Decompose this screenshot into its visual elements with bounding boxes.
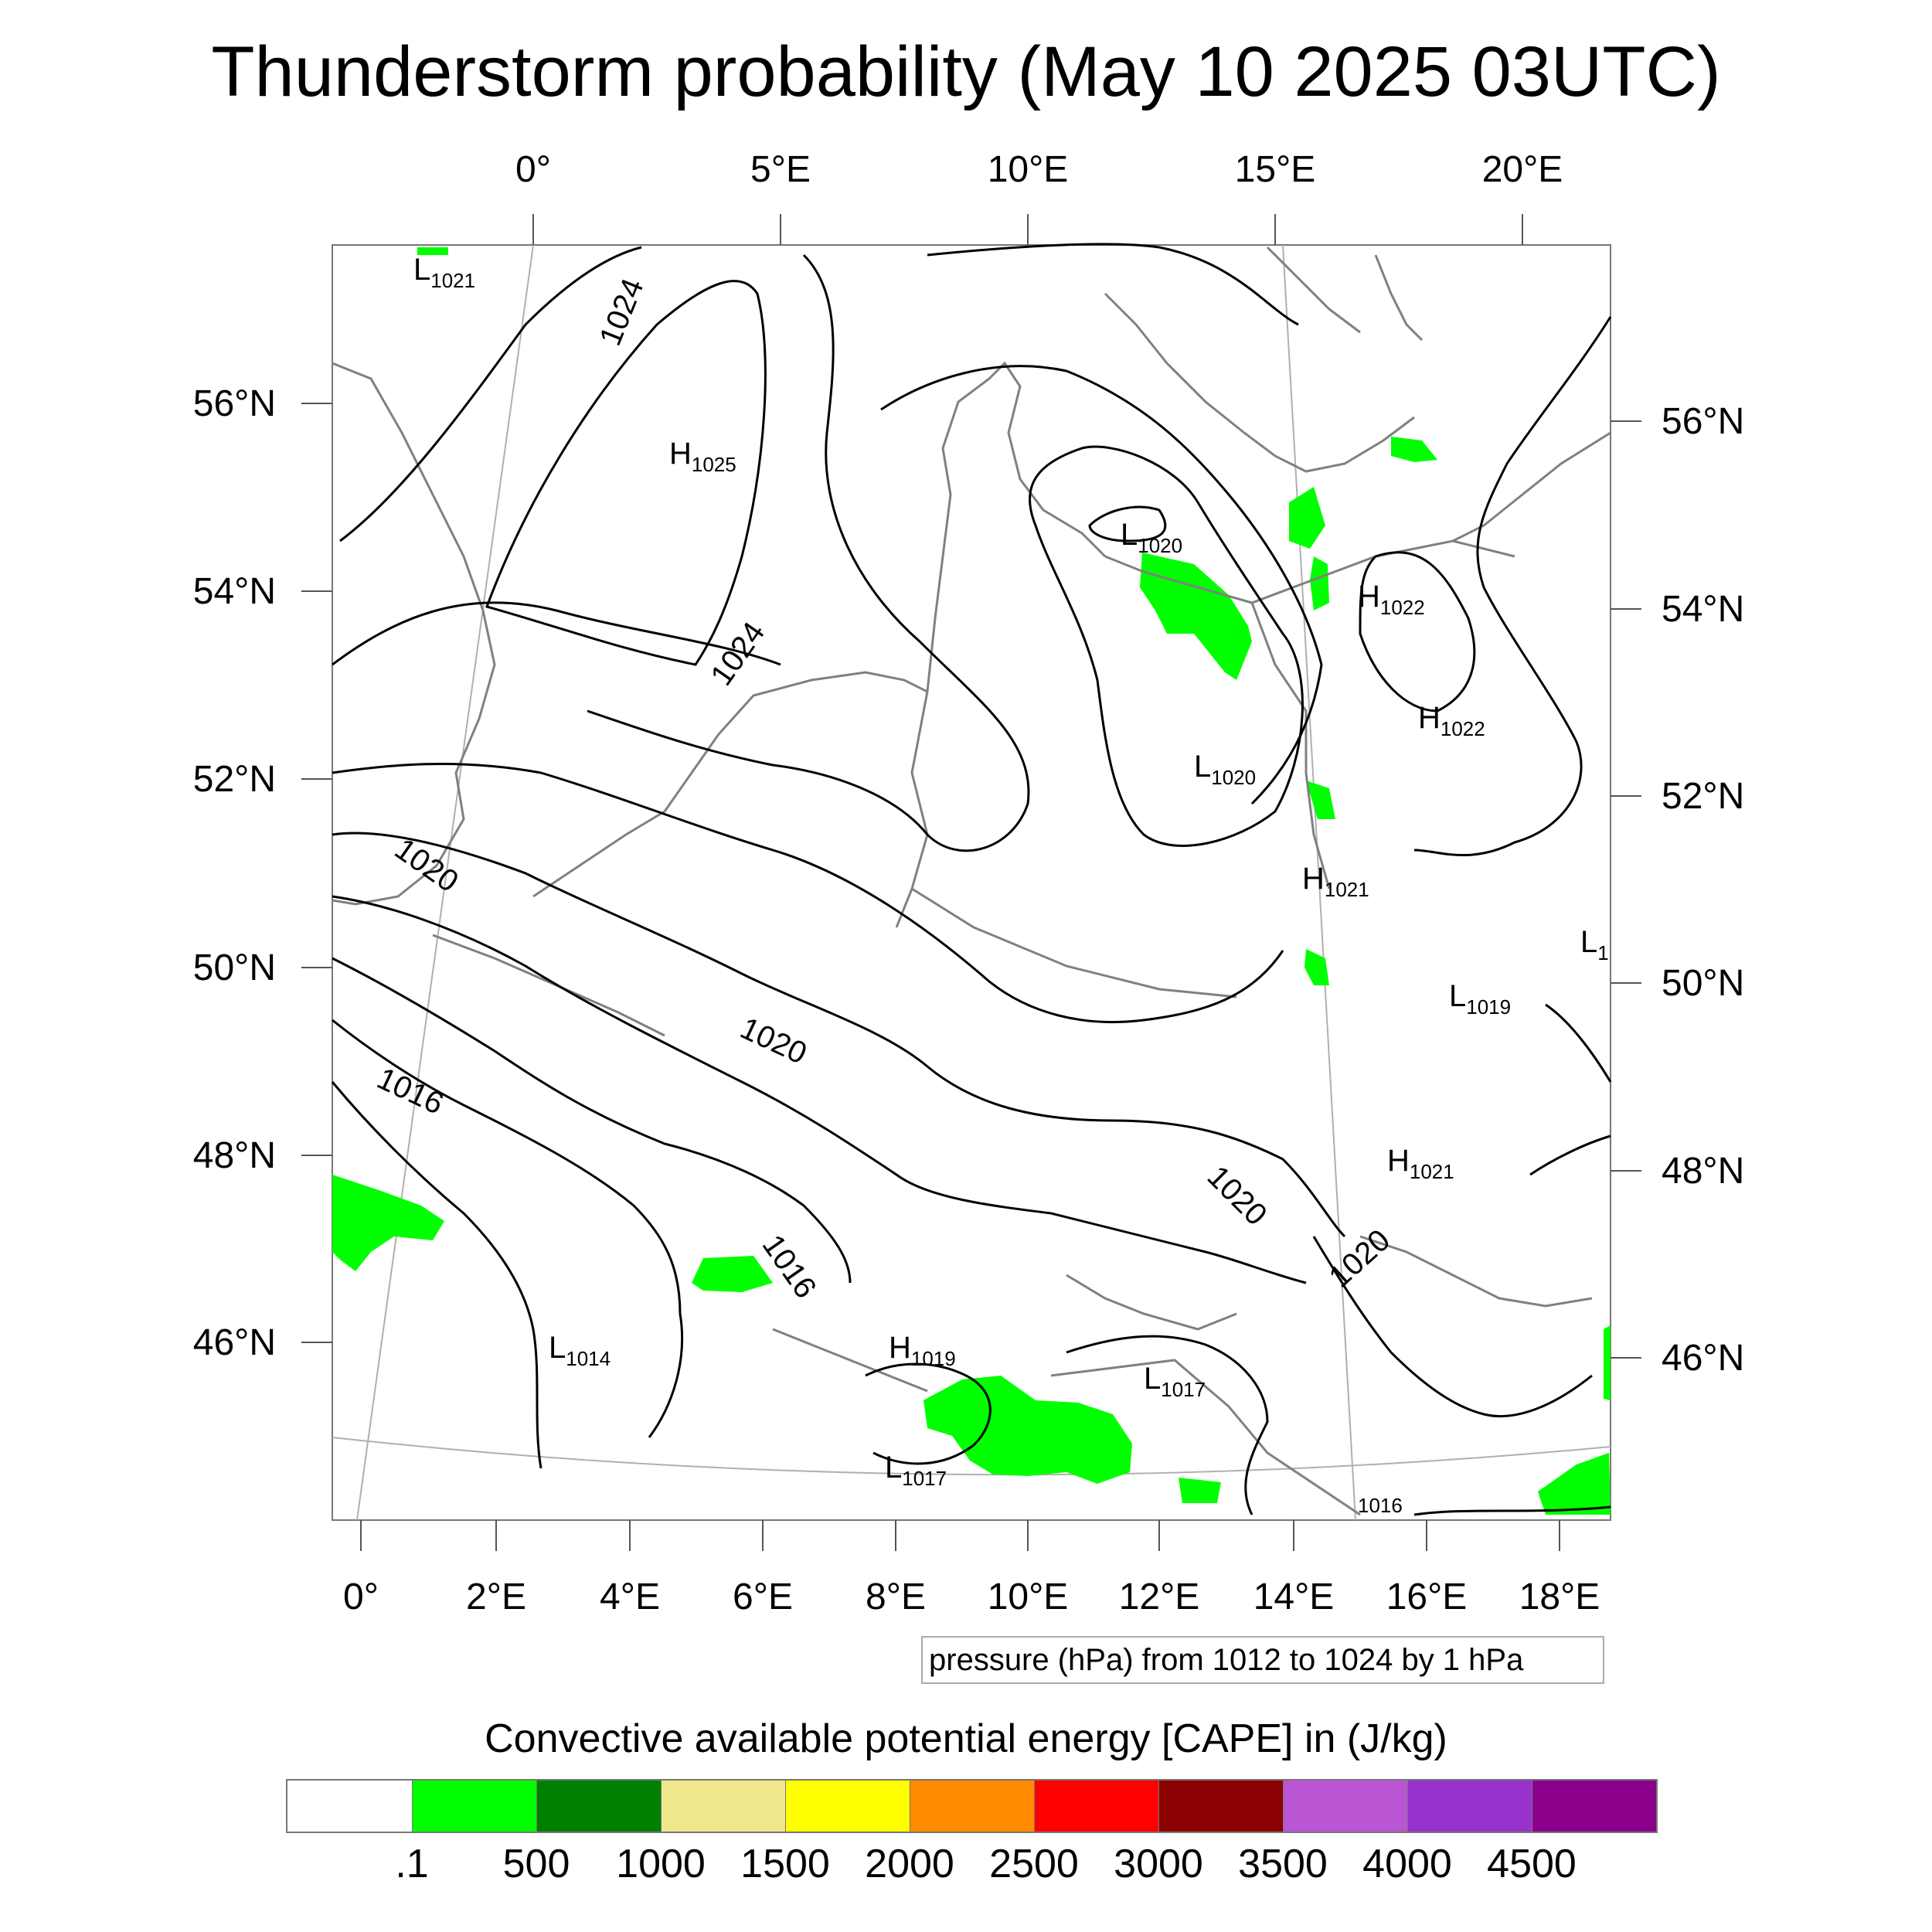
cape-area-south-alps <box>923 1376 1132 1484</box>
lat-label: 50°N <box>1662 963 1744 1004</box>
colorbar-label: 2500 <box>989 1842 1079 1886</box>
left-latitude-labels: 56°N 54°N 52°N 50°N 48°N 46°N <box>193 383 276 1363</box>
colorbar-swatch <box>785 1781 910 1832</box>
colorbar-swatch <box>910 1781 1034 1832</box>
lon-label: 18°E <box>1519 1577 1600 1617</box>
pressure-center-label: H1019 <box>889 1331 956 1370</box>
colorbar-swatch <box>1532 1781 1656 1832</box>
lon-label: 12°E <box>1119 1577 1200 1617</box>
cape-area-france-west <box>332 1175 444 1271</box>
lon-label: 20°E <box>1482 149 1563 190</box>
lon-label: 4°E <box>600 1577 660 1617</box>
cape-area-poland-west <box>1140 553 1252 680</box>
lat-label: 52°N <box>1662 776 1744 817</box>
lat-label: 52°N <box>193 759 276 800</box>
map-title: Thunderstorm probability (May 10 2025 03… <box>211 32 1721 111</box>
lat-label: 50°N <box>193 947 276 988</box>
lat-label: 54°N <box>193 571 276 612</box>
lat-label: 56°N <box>1662 401 1744 442</box>
colorbar-swatch <box>1407 1781 1532 1832</box>
lon-label: 0° <box>343 1577 379 1617</box>
tick-marks <box>301 214 1641 1551</box>
lon-label: 15°E <box>1235 149 1316 190</box>
cape-area-oder2 <box>1310 556 1329 611</box>
colorbar-title: Convective available potential energy [C… <box>485 1716 1447 1761</box>
bottom-longitude-labels: 0° 2°E 4°E 6°E 8°E 10°E 12°E 14°E 16°E 1… <box>343 1577 1600 1617</box>
contour-info-box: pressure (hPa) from 1012 to 1024 by 1 hP… <box>921 1636 1604 1684</box>
map-frame <box>332 244 1611 1521</box>
pressure-center-label: L1014 <box>549 1331 611 1370</box>
colorbar-label: 1000 <box>616 1842 706 1886</box>
colorbar-label: 4000 <box>1362 1842 1452 1886</box>
cape-area-silesia <box>1306 781 1335 819</box>
pressure-center-label: 1016 <box>1358 1494 1403 1517</box>
lon-label: 6°E <box>733 1577 793 1617</box>
pressure-center-label: H1022 <box>1418 701 1485 740</box>
isobar-1025-h <box>485 280 767 666</box>
right-latitude-labels: 56°N 54°N 52°N 50°N 48°N 46°N <box>1662 401 1744 1379</box>
lon-label: 10°E <box>988 149 1069 190</box>
lat-label: 56°N <box>193 383 276 424</box>
cape-area-hungary-se <box>1538 1453 1611 1515</box>
cape-area-france-east <box>692 1256 773 1292</box>
pressure-center-label: H1021 <box>1302 862 1369 901</box>
colorbar-swatch <box>536 1781 661 1832</box>
lon-label: 2°E <box>466 1577 526 1617</box>
isobar-1020-poland <box>1029 445 1304 847</box>
cape-area-slovenia <box>1179 1478 1221 1503</box>
lat-label: 46°N <box>193 1322 276 1363</box>
pressure-center-label: H1025 <box>669 437 736 476</box>
pressure-center-label: H1021 <box>1387 1144 1454 1183</box>
lat-label: 48°N <box>193 1135 276 1176</box>
pressure-center-label: L1021 <box>413 253 475 292</box>
colorbar-label: .1 <box>395 1842 429 1886</box>
lat-label: 48°N <box>1662 1151 1744 1192</box>
lat-label: 46°N <box>1662 1338 1744 1379</box>
pressure-center-label: L1 <box>1580 925 1609 964</box>
isobars <box>331 243 1612 1516</box>
colorbar <box>286 1779 1658 1833</box>
colorbar-swatch <box>1283 1781 1407 1832</box>
cape-area-czech <box>1304 949 1329 985</box>
colorbar-labels: .1 500 1000 1500 2000 2500 3000 3500 400… <box>0 1841 1932 1887</box>
pressure-center-label: L1020 <box>1194 750 1256 789</box>
coastlines <box>332 246 1611 1516</box>
colorbar-label: 4500 <box>1487 1842 1577 1886</box>
lon-label: 10°E <box>988 1577 1069 1617</box>
lon-label: 8°E <box>866 1577 926 1617</box>
colorbar-swatch <box>412 1781 536 1832</box>
pressure-center-label: L1017 <box>1144 1362 1206 1401</box>
lon-label: 14°E <box>1253 1577 1335 1617</box>
cape-area-east-edge <box>1604 1325 1611 1400</box>
pressure-centers: L1021 H1025 L1020 H1022 H1022 L1020 H102… <box>413 253 1609 1517</box>
colorbar-label: 1500 <box>740 1842 830 1886</box>
cape-area-oder <box>1289 487 1325 549</box>
colorbar-swatch <box>1034 1781 1158 1832</box>
colorbar-label: 3500 <box>1238 1842 1328 1886</box>
lon-label: 16°E <box>1386 1577 1468 1617</box>
graticule <box>332 244 1611 1521</box>
cape-area-lublin <box>1391 437 1437 462</box>
colorbar-label: 3000 <box>1114 1842 1203 1886</box>
top-longitude-labels: 0° 5°E 10°E 15°E 20°E <box>515 149 1563 190</box>
pressure-center-label: L1019 <box>1449 979 1511 1019</box>
pressure-center-label: H1022 <box>1358 580 1425 619</box>
pressure-center-label: L1020 <box>1121 518 1182 557</box>
colorbar-swatch <box>287 1781 412 1832</box>
cape-areas <box>332 247 1611 1515</box>
lon-label: 0° <box>515 149 551 190</box>
cape-area-north-sea <box>417 247 448 255</box>
colorbar-swatch <box>661 1781 785 1832</box>
lon-label: 5°E <box>750 149 811 190</box>
colorbar-label: 500 <box>502 1842 570 1886</box>
colorbar-label: 2000 <box>865 1842 954 1886</box>
lat-label: 54°N <box>1662 589 1744 630</box>
colorbar-swatch <box>1158 1781 1283 1832</box>
pressure-center-label: L1017 <box>885 1451 947 1490</box>
